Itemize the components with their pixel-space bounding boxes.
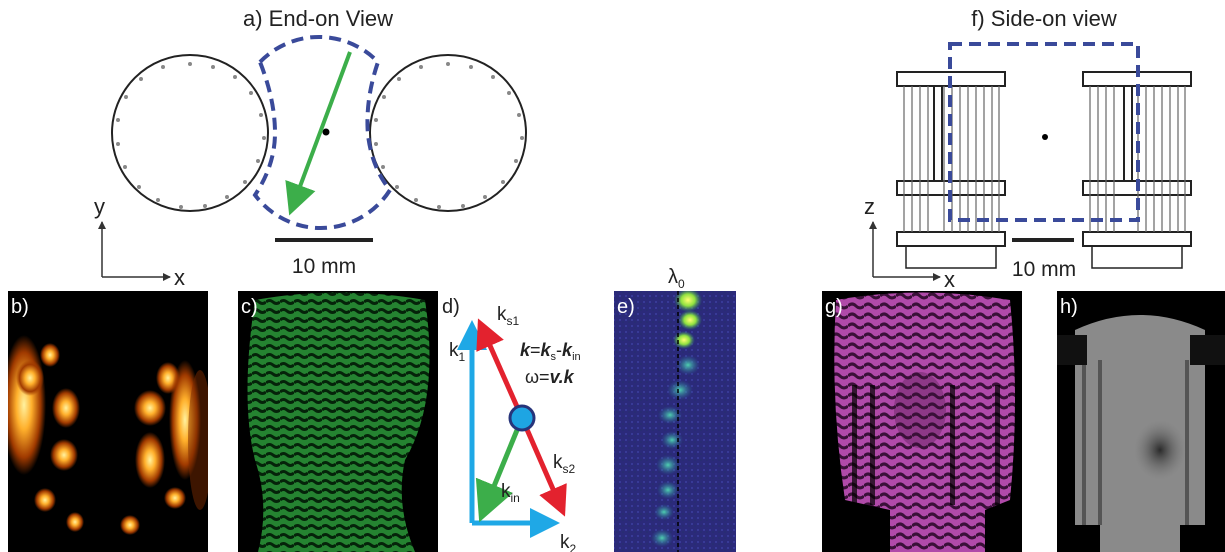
side-center-point xyxy=(1042,134,1048,140)
k1-label: k1 xyxy=(449,340,466,364)
panel-c-label: c) xyxy=(241,296,258,318)
left-electrode-circle xyxy=(111,54,269,212)
panel-e-label: e) xyxy=(617,296,635,318)
panel-b-label: b) xyxy=(11,296,29,318)
side-dashed-field-of-view xyxy=(948,42,1140,222)
scale-bar-label: 10 mm xyxy=(292,255,356,278)
kin-arrow xyxy=(475,417,525,523)
panel-b-fluorescence-image: b) xyxy=(8,291,208,552)
side-scale-bar-label: 10 mm xyxy=(1012,258,1076,281)
dispersion-equation-2: ω=v.k xyxy=(525,367,575,387)
lambda-zero-label: λ0 xyxy=(668,266,685,291)
panel-h-grayscale-image: h) xyxy=(1057,291,1225,552)
axis-x-label: x xyxy=(174,265,185,290)
axis-y-label: y xyxy=(94,194,105,219)
green-direction-arrow xyxy=(285,51,352,216)
ks2-arrow xyxy=(519,417,567,517)
panel-d-wavevector-diagram: d) k1 ks1 ks2 kin k2 k=ks-kin ω=v.k xyxy=(442,296,581,552)
dashed-field-of-view-outline xyxy=(252,34,393,230)
ks2-label: ks2 xyxy=(553,452,576,476)
kin-label: kin xyxy=(501,481,520,505)
side-on-view-title: f) Side-on view xyxy=(971,6,1117,31)
axis-x2-label: x xyxy=(944,267,955,292)
dispersion-equation-1: k=ks-kin xyxy=(520,340,581,363)
end-on-view-diagram: a) End-on View xyxy=(94,6,527,290)
panel-c-green-interferogram: c) xyxy=(238,291,438,552)
k2-label: k2 xyxy=(560,532,577,552)
left-electrode-assembly xyxy=(896,71,1006,269)
ks1-label: ks1 xyxy=(497,304,520,328)
right-electrode-circle xyxy=(369,54,527,212)
ks1-arrow xyxy=(476,318,525,420)
particle-icon xyxy=(508,404,536,432)
side-on-view-diagram: f) Side-on view xyxy=(864,6,1192,292)
xz-axes: z x xyxy=(864,194,955,292)
panel-h-label: h) xyxy=(1060,296,1078,318)
axis-z-label: z xyxy=(864,194,875,219)
end-on-view-title: a) End-on View xyxy=(243,6,393,31)
panel-e-spectrum-image: λ0 e) xyxy=(614,266,736,552)
panel-g-purple-interferogram: g) xyxy=(822,291,1022,552)
panel-d-label: d) xyxy=(442,296,460,318)
center-point xyxy=(322,128,330,136)
right-electrode-assembly xyxy=(1082,71,1192,269)
panel-g-label: g) xyxy=(825,296,843,318)
xy-axes: y x xyxy=(94,194,185,290)
